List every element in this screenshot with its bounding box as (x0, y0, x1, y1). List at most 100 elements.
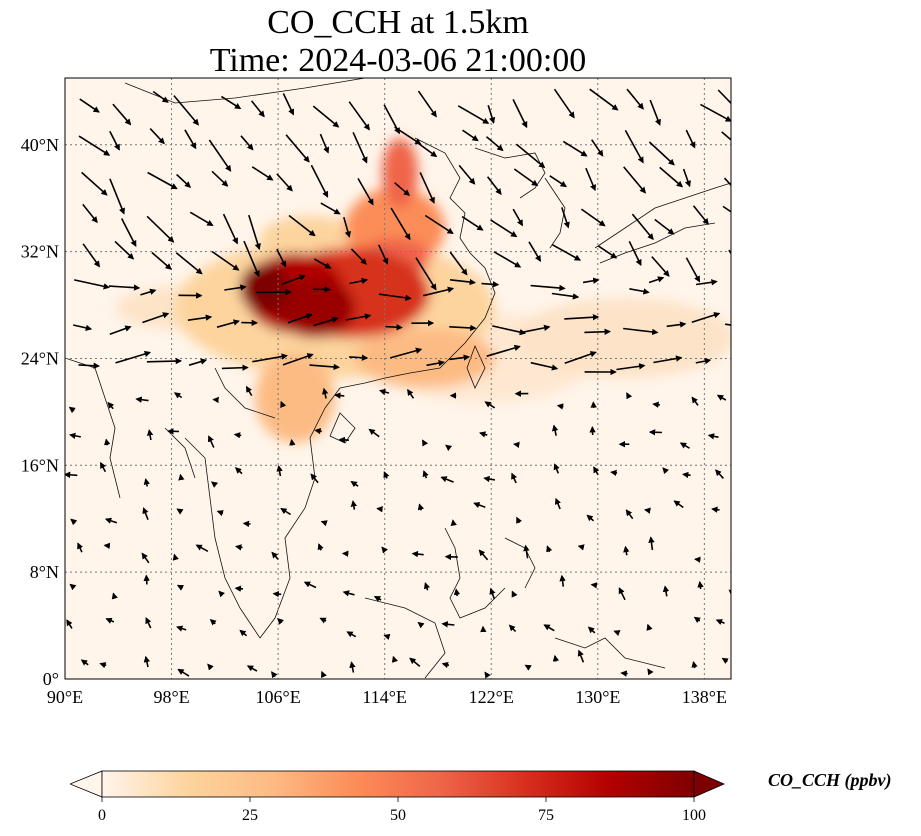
wind-arrow (624, 130, 644, 164)
map-plot[interactable]: 90°E 98°E 106°E 114°E 122°E 130°E 138°E 0° 8°N 16… (21, 77, 732, 707)
wind-arrow (483, 475, 496, 483)
wind-arrow (120, 218, 137, 248)
wind-arrow (143, 655, 151, 668)
wind-arrow (115, 350, 152, 364)
wind-arrow (625, 509, 634, 520)
wind-arrow (342, 590, 355, 597)
wind-arrow (409, 657, 421, 668)
wind-arrow (445, 444, 453, 452)
wind-arrow (319, 617, 327, 624)
wind-arrow (313, 316, 339, 327)
wind-arrow (281, 274, 306, 285)
wind-arrow (146, 215, 175, 243)
wind-arrow (715, 469, 724, 479)
wind-arrow (152, 90, 169, 103)
wind-arrow (732, 353, 767, 362)
wind-arrow (176, 625, 187, 632)
wind-arrow (516, 516, 523, 524)
wind-arrow (239, 629, 248, 637)
wind-arrow (378, 293, 412, 301)
wind-arrow (104, 517, 118, 524)
wind-arrow (282, 93, 295, 116)
wind-arrow (211, 250, 240, 271)
wind-arrow (691, 312, 721, 324)
wind-arrow (626, 88, 644, 110)
wind-arrow (580, 208, 606, 227)
wind-arrow (65, 471, 78, 479)
wind-arrow (320, 520, 328, 527)
colorbar-tick-label: 50 (390, 807, 406, 824)
wind-arrow (78, 135, 111, 156)
wind-vectors (65, 88, 767, 679)
wind-arrow (553, 88, 575, 119)
wind-arrow (493, 251, 522, 268)
wind-arrow (441, 621, 455, 628)
wind-arrow (357, 178, 374, 206)
wind-arrow (289, 438, 296, 446)
wind-arrow (662, 585, 670, 597)
wind-arrow (648, 141, 675, 166)
wind-arrow (481, 281, 500, 288)
wind-arrow (188, 358, 208, 366)
wind-arrow (593, 466, 600, 476)
wind-arrow (383, 471, 390, 479)
wind-arrow (173, 95, 200, 126)
wind-arrow (70, 518, 78, 526)
wind-arrow (486, 176, 502, 196)
wind-arrow (104, 438, 111, 446)
map-title: CO_CCH at 1.5km (267, 4, 529, 41)
map-timestamp: Time: 2024-03-06 21:00:00 (209, 42, 587, 79)
wind-arrow (654, 218, 675, 235)
wind-arrow (423, 582, 431, 591)
wind-arrow (590, 582, 598, 589)
wind-arrow (485, 136, 504, 152)
wind-arrow (598, 245, 618, 259)
wind-arrow (424, 214, 454, 234)
wind-arrow (276, 464, 283, 477)
wind-arrow (453, 588, 461, 597)
wind-arrow (271, 551, 279, 560)
wind-arrow (140, 288, 157, 296)
colorbar-ticks: 0 25 50 75 100 (98, 797, 706, 824)
wind-arrow (652, 401, 660, 408)
wind-arrow (389, 347, 423, 359)
lon-tick-label: 106°E (256, 687, 301, 707)
wind-arrow (700, 103, 731, 122)
wind-arrow (313, 258, 332, 269)
wind-arrow (479, 431, 488, 438)
wind-arrow (189, 211, 214, 226)
wind-arrow (78, 362, 100, 369)
colorbar-extend-low (70, 770, 103, 798)
wind-arrow (373, 595, 382, 602)
wind-arrow (321, 670, 327, 679)
wind-arrow (248, 214, 261, 251)
wind-arrow (242, 520, 251, 528)
wind-arrow (490, 219, 518, 238)
wind-arrow (80, 659, 89, 666)
wind-arrow (251, 166, 274, 181)
lat-tick-label: 16°N (21, 455, 59, 475)
wind-arrow (109, 178, 125, 215)
wind-arrow (280, 508, 292, 516)
wind-arrow (462, 129, 479, 142)
wind-arrow (310, 164, 329, 198)
wind-arrow (280, 400, 287, 409)
wind-arrow (551, 424, 559, 436)
wind-arrow (69, 583, 77, 591)
wind-arrow (585, 167, 596, 192)
wind-arrow (721, 657, 729, 664)
wind-arrow (662, 467, 669, 475)
wind-arrow (66, 619, 73, 629)
wind-arrow (589, 88, 619, 111)
wind-arrow (111, 592, 118, 600)
wind-arrow (508, 624, 517, 633)
wind-arrow (473, 502, 486, 509)
wind-arrow (450, 519, 457, 527)
wind-arrow (591, 139, 604, 157)
lat-tick-label: 40°N (21, 135, 59, 155)
wind-arrow (695, 357, 712, 365)
wind-arrow (282, 353, 314, 366)
wind-arrow (107, 401, 115, 410)
wind-arrow (141, 552, 150, 564)
wind-arrow (135, 396, 149, 403)
